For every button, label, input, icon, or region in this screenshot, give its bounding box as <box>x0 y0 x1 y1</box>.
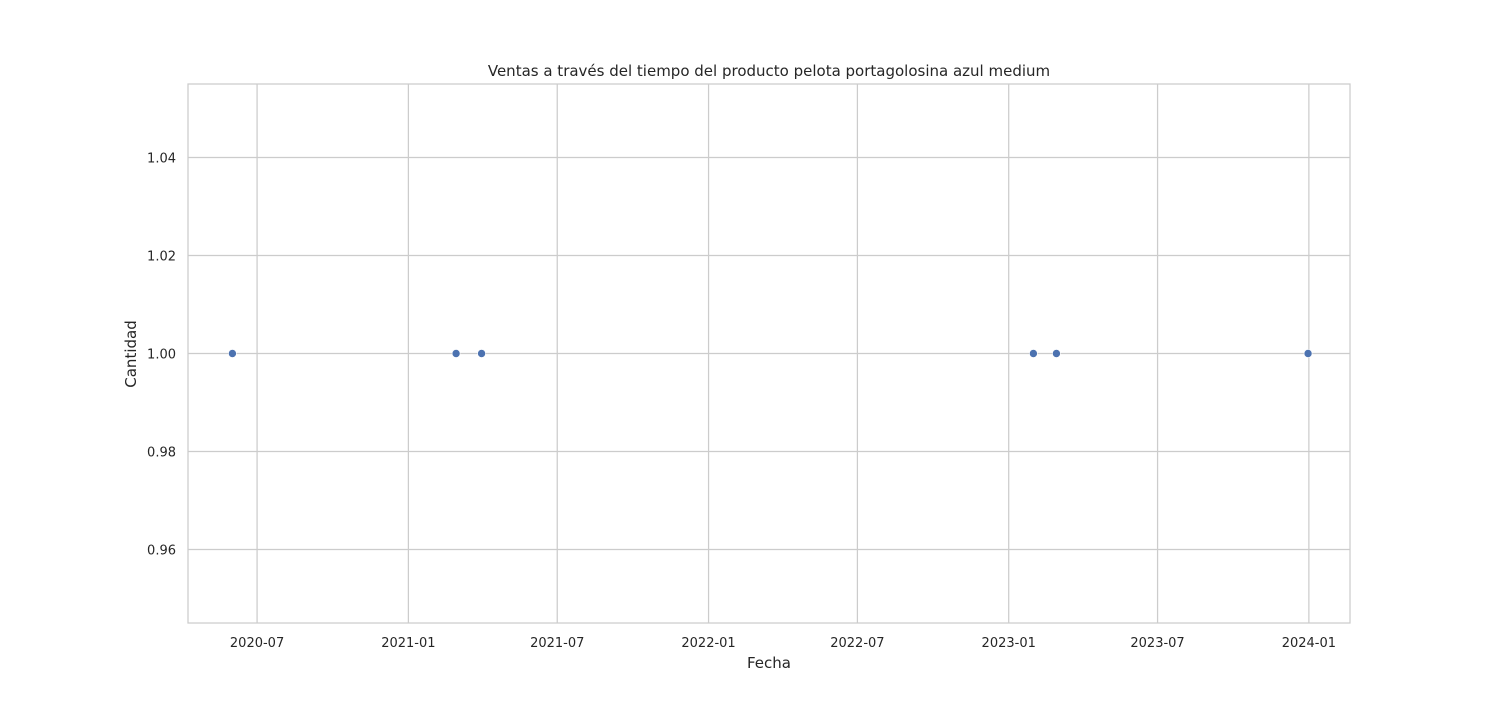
y-tick-label: 1.02 <box>147 250 176 265</box>
y-tick-label: 0.98 <box>147 446 176 461</box>
grid-lines <box>188 84 1350 623</box>
x-tick-label: 2022-07 <box>830 636 884 651</box>
data-points <box>228 349 1313 358</box>
y-tick-label: 1.04 <box>147 152 176 167</box>
data-point <box>1029 349 1038 358</box>
data-point <box>1303 349 1313 358</box>
data-point <box>451 349 461 358</box>
x-tick-label: 2023-07 <box>1130 636 1184 651</box>
x-tick-label: 2023-01 <box>982 636 1036 651</box>
data-point <box>228 349 237 358</box>
data-point <box>1052 349 1061 358</box>
x-tick-label: 2022-01 <box>681 636 735 651</box>
y-tick-labels: 0.96 0.98 1.00 1.02 1.04 <box>147 152 176 559</box>
y-tick-label: 0.96 <box>147 544 176 559</box>
x-tick-label: 2020-07 <box>230 636 284 651</box>
y-tick-label: 1.00 <box>147 348 176 363</box>
x-tick-label: 2021-01 <box>381 636 435 651</box>
x-tick-labels: 2020-07 2021-01 2021-07 2022-01 2022-07 2023-… <box>230 636 1336 651</box>
plot-area-frame <box>187 83 1351 624</box>
x-tick-label: 2021-07 <box>530 636 584 651</box>
x-tick-label: 2024-01 <box>1282 636 1336 651</box>
y-axis-label: Cantidad <box>122 320 140 387</box>
chart-title: Ventas a través del tiempo del producto … <box>488 62 1050 80</box>
x-axis-label: Fecha <box>747 654 791 672</box>
data-point <box>477 349 486 358</box>
